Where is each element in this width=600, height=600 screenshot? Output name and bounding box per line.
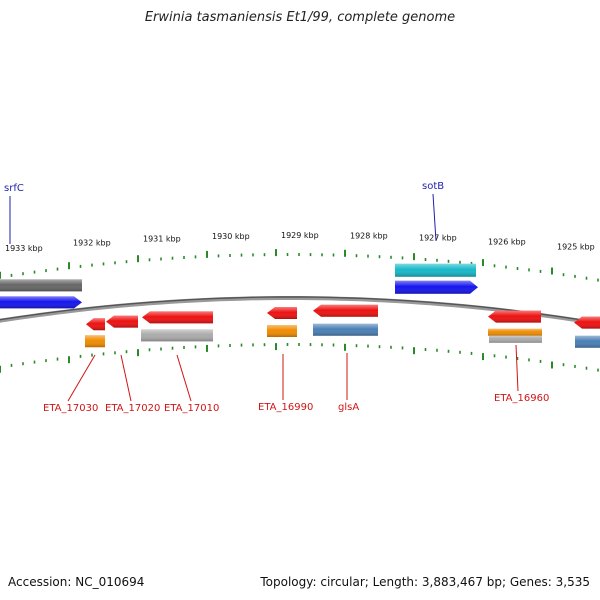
forward-label-leader <box>432 193 437 242</box>
reverse-gene-label: ETA_17030 <box>43 403 98 414</box>
gene-ETA_17030 <box>86 318 105 331</box>
scale-label: 1932 kbp <box>73 239 111 248</box>
gene-ETA_16990 <box>267 307 297 319</box>
reverse-label-leader <box>176 354 192 402</box>
scale-label: 1925 kbp <box>557 243 595 252</box>
scale-label: 1927 kbp <box>419 234 457 243</box>
accession-text: Accession: NC_010694 <box>8 575 145 589</box>
forward-gene-label: sotB <box>422 181 444 192</box>
reverse-gene-label: ETA_17010 <box>164 403 219 414</box>
reverse-gene-label: glsA <box>338 402 359 413</box>
gene-ETA_16960-cds <box>488 328 542 336</box>
gene-ETA_16960-cds-2 <box>489 335 542 343</box>
gene-edge-right-cds <box>575 335 600 348</box>
gene-srfC-neighbor <box>0 279 82 292</box>
gene-layer <box>0 263 600 348</box>
gene-ETA_17030-cds <box>85 335 105 348</box>
forward-gene-label: srfC <box>4 183 24 194</box>
tick-layer <box>0 249 599 373</box>
scale-label: 1933 kbp <box>5 244 43 253</box>
gene-glsA-cds <box>313 323 378 336</box>
gene-edge-right <box>574 316 600 329</box>
topology-summary: Topology: circular; Length: 3,883,467 bp… <box>260 575 590 589</box>
scale-label: 1928 kbp <box>350 232 388 241</box>
scale-label: 1931 kbp <box>143 235 181 244</box>
gene-sotB <box>395 280 478 294</box>
backbone-ring-edge <box>0 296 600 324</box>
scale-label: 1929 kbp <box>281 231 319 240</box>
scale-label: 1930 kbp <box>212 232 250 241</box>
scale-label: 1926 kbp <box>488 237 526 246</box>
reverse-gene-label: ETA_17020 <box>105 403 160 414</box>
gene-ETA_17010-cds <box>141 329 213 342</box>
gene-sotB-neighbor <box>395 263 476 277</box>
gene-ETA_16960 <box>488 310 541 323</box>
reverse-label-leader <box>120 354 132 402</box>
map-title: Erwinia tasmaniensis Et1/99, complete ge… <box>144 10 456 25</box>
reverse-gene-label: ETA_16990 <box>258 402 313 413</box>
reverse-label-leader <box>67 354 96 402</box>
gene-srfC <box>0 296 82 309</box>
label-layer: 1933 kbp 1932 kbp 1931 kbp 1930 kbp 1929 kbp… <box>4 181 595 414</box>
gene-ETA_17020 <box>106 315 138 328</box>
reverse-gene-label: ETA_16960 <box>494 393 549 404</box>
gene-ETA_16990-cds <box>267 325 297 337</box>
reverse-label-leader <box>515 344 519 392</box>
gene-ETA_17010 <box>142 311 213 324</box>
gene-glsA <box>313 304 378 317</box>
